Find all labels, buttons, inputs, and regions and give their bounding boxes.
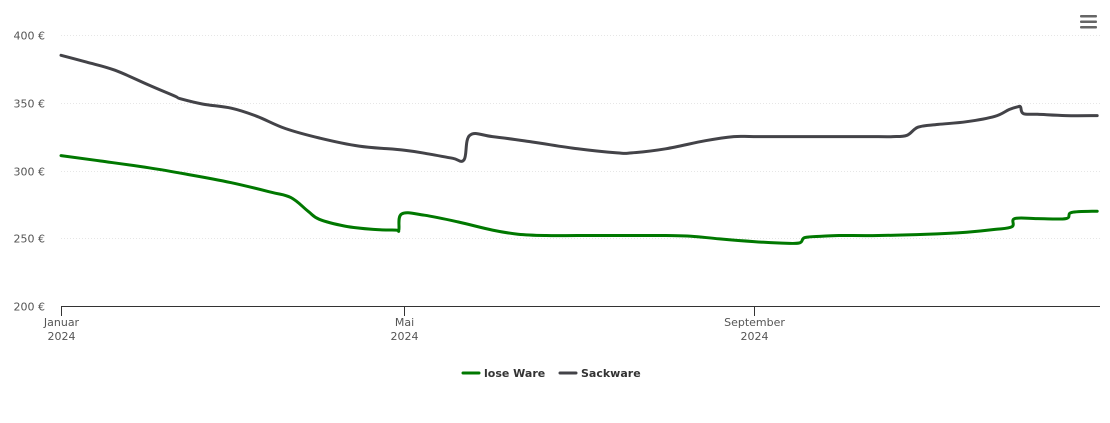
legend-label: Sackware xyxy=(581,367,641,380)
x-tick-month: September xyxy=(724,316,785,329)
legend-item-sackware[interactable]: Sackware xyxy=(558,367,641,380)
series-line-sackware[interactable] xyxy=(59,53,1099,163)
y-axis-labels: 200 € 250 € 300 € 350 € 400 € xyxy=(14,30,46,314)
grid-lines xyxy=(61,35,1100,239)
y-tick-label: 350 € xyxy=(14,98,46,111)
x-tick-year: 2024 xyxy=(48,330,76,343)
legend-label: lose Ware xyxy=(484,367,545,380)
legend-item-lose-ware[interactable]: lose Ware xyxy=(461,367,545,380)
x-tick-year: 2024 xyxy=(391,330,419,343)
chart-menu-button[interactable] xyxy=(1076,12,1101,32)
series-line-lose-ware[interactable] xyxy=(59,154,1099,245)
y-tick-label: 300 € xyxy=(14,166,46,179)
x-tick-month: Januar xyxy=(43,316,80,329)
x-tick-year: 2024 xyxy=(741,330,769,343)
y-tick-label: 250 € xyxy=(14,233,46,246)
series-lines xyxy=(59,53,1099,245)
x-tick-month: Mai xyxy=(395,316,414,329)
legend[interactable]: lose Ware Sackware xyxy=(461,367,641,380)
y-tick-label: 200 € xyxy=(14,301,46,314)
y-tick-label: 400 € xyxy=(14,30,46,43)
hamburger-menu-icon xyxy=(1080,15,1097,29)
